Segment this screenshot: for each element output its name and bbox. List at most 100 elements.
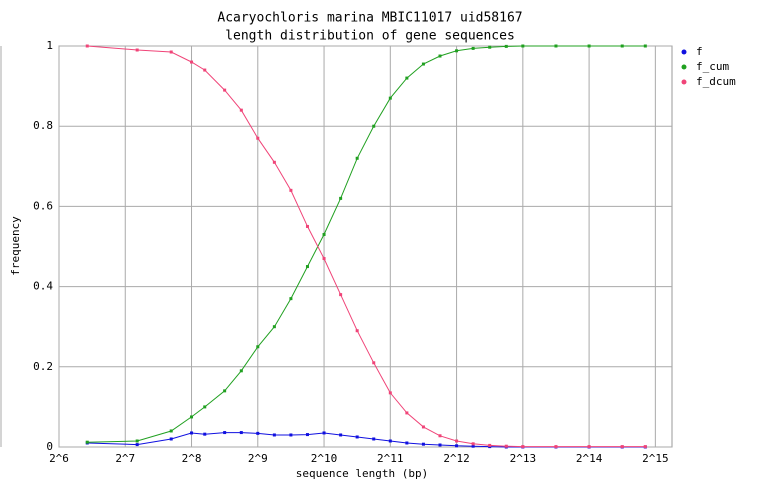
x-tick-label: 2^11 [377,452,404,465]
series-line [87,45,646,448]
y-tick-label: 0.6 [33,199,53,212]
x-tick-label: 2^10 [311,452,338,465]
x-tick-label: 2^13 [510,452,537,465]
data-point [223,88,227,92]
data-point [521,44,525,48]
data-point [272,325,276,329]
data-point [355,156,359,160]
x-tick-label: 2^8 [182,452,202,465]
data-point [190,415,194,419]
data-point [339,433,343,437]
x-tick-label: 2^15 [642,452,669,465]
data-point [272,160,276,164]
data-point [203,405,207,409]
data-point [554,44,558,48]
data-point [587,445,591,449]
data-point [239,431,243,435]
legend-marker [681,79,687,85]
chart-subtitle: length distribution of gene sequences [225,29,515,44]
x-tick-label: 2^12 [443,452,470,465]
data-point [85,440,89,444]
data-point [169,50,173,54]
data-point [471,442,475,446]
data-point [339,196,343,200]
y-tick-label: 0.4 [33,280,53,293]
data-point [372,124,376,128]
data-point [339,293,343,297]
data-point [438,443,442,447]
data-point [322,257,326,261]
legend-label: f [696,45,703,58]
data-point [521,445,525,449]
data-point [355,435,359,439]
data-point [455,444,459,448]
data-point [322,232,326,236]
data-point [289,297,293,301]
data-point [405,76,409,80]
data-point [455,49,459,53]
data-point [405,441,409,445]
data-point [421,425,425,429]
data-point [190,60,194,64]
data-point [289,188,293,192]
data-point [438,54,442,58]
legend-label: f_dcum [696,75,736,88]
data-point [305,433,309,437]
x-tick-label: 2^9 [248,452,268,465]
x-tick-label: 2^14 [576,452,603,465]
data-point [405,411,409,415]
data-point [272,433,276,437]
data-point [256,136,260,140]
data-point [421,442,425,446]
y-tick-label: 0.8 [33,119,53,132]
legend-label: f_cum [696,60,729,73]
data-point [355,329,359,333]
data-point [388,391,392,395]
data-point [169,437,173,441]
y-tick-label: 0.2 [33,360,53,373]
data-point [438,434,442,438]
data-point [239,369,243,373]
y-axis-label: frequency [9,216,22,276]
data-point [620,445,624,449]
data-point [223,431,227,435]
data-point [256,431,260,435]
data-point [223,389,227,393]
x-tick-label: 2^6 [49,452,69,465]
x-axis-label: sequence length (bp) [296,467,428,480]
legend-marker [681,49,687,55]
data-point [203,68,207,72]
data-point [322,431,326,435]
data-point [372,361,376,365]
data-point [135,443,139,447]
chart-title: Acaryochloris marina MBIC11017 uid58167 [217,11,522,26]
data-point [455,439,459,443]
data-point [305,265,309,269]
data-point [488,443,492,447]
series-line [87,45,646,443]
data-point [190,431,194,435]
data-point [554,445,558,449]
data-point [239,108,243,112]
y-tick-label: 1 [46,39,53,52]
data-point [169,429,173,433]
data-point [620,44,624,48]
data-point [488,45,492,49]
data-point [388,439,392,443]
data-point [504,44,508,48]
data-point [504,444,508,448]
data-point [203,432,207,436]
data-point [256,345,260,349]
y-tick-label: 0 [46,440,53,453]
data-point [421,62,425,66]
data-point [135,439,139,443]
series-line [87,432,646,448]
data-point [135,48,139,52]
legend-marker [681,64,687,70]
x-tick-label: 2^7 [115,452,135,465]
data-point [587,44,591,48]
data-point [305,224,309,228]
data-point [471,444,475,448]
